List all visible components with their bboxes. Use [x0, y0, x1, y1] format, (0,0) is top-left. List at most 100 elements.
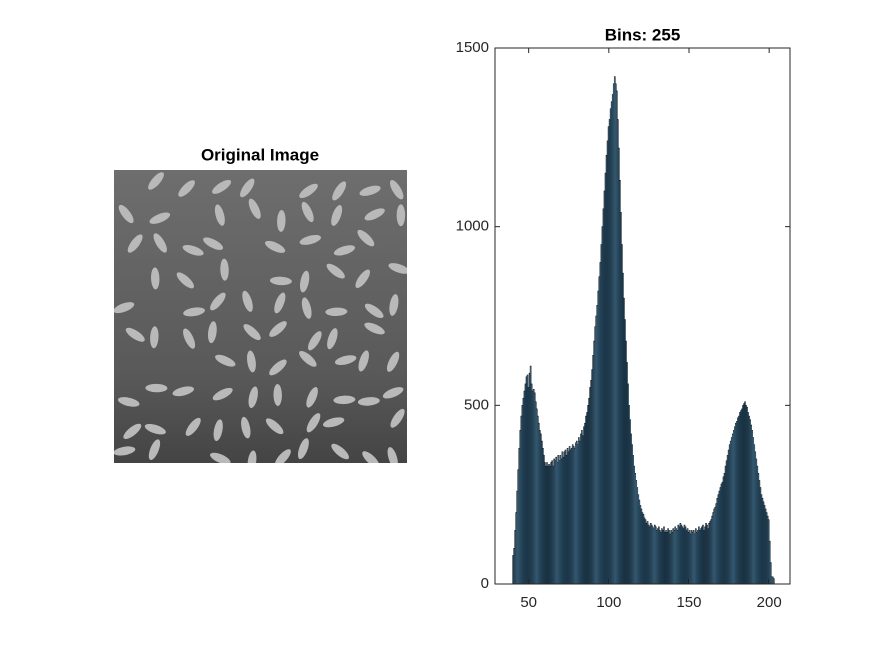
- rice-grain: [357, 397, 380, 406]
- rice-grain: [274, 449, 291, 463]
- rice-grain: [114, 302, 135, 314]
- rice-grain: [203, 237, 224, 250]
- rice-grain: [358, 350, 369, 372]
- rice-grain: [117, 397, 140, 407]
- rice-grain: [274, 292, 286, 314]
- rice-grain: [210, 452, 231, 463]
- rice-grain: [247, 450, 257, 463]
- rice-grain: [300, 270, 310, 293]
- rice-grain: [153, 233, 167, 253]
- rice-grain: [220, 258, 229, 281]
- rice-grain: [306, 387, 318, 408]
- rice-grain: [301, 201, 314, 223]
- rice-grain: [176, 272, 194, 289]
- rice-grain: [144, 423, 166, 435]
- x-tick-label: 50: [520, 594, 537, 611]
- rice-grain: [389, 294, 399, 316]
- rice-grain: [123, 423, 142, 440]
- rice-grain: [264, 240, 286, 253]
- rice-grain: [387, 447, 398, 463]
- histogram-bars: [512, 76, 775, 585]
- ticks: 0 500 1000 1500 50 100 150 200: [456, 39, 790, 611]
- rice-grain: [247, 350, 256, 373]
- rice-grain: [326, 263, 345, 279]
- rice-grain: [178, 180, 195, 197]
- rice-grain: [382, 387, 404, 399]
- x-tick-label: 150: [676, 594, 701, 611]
- rice-grain: [240, 178, 255, 198]
- rice-grain: [307, 331, 322, 351]
- rice-grain: [212, 387, 233, 401]
- rice-grain: [213, 419, 223, 442]
- rice-grain: [334, 355, 357, 366]
- rice-grain: [269, 321, 287, 337]
- rice-grain: [357, 229, 375, 247]
- chart-title: Bins: 255: [605, 25, 681, 44]
- rice-grain: [299, 350, 317, 367]
- rice-grain: [215, 354, 236, 367]
- rice-grain: [386, 351, 400, 372]
- rice-grain: [364, 303, 384, 319]
- rice-grain: [241, 416, 251, 439]
- rice-grain: [145, 383, 168, 393]
- rice-grain: [299, 183, 318, 199]
- rice-grain: [299, 234, 321, 245]
- rice-grain: [248, 198, 261, 219]
- rice-grain: [277, 209, 286, 232]
- rice-grain: [182, 244, 204, 256]
- y-tick-label: 0: [481, 575, 489, 592]
- rice-grain: [242, 290, 253, 312]
- rice-grain: [388, 263, 407, 274]
- rice-grain: [364, 322, 385, 335]
- rice-grain: [207, 321, 217, 344]
- rice-grain: [210, 292, 226, 311]
- rice-grain: [265, 418, 284, 435]
- image-title: Original Image: [201, 145, 319, 164]
- rice-grains: [114, 172, 407, 463]
- rice-grain: [248, 386, 258, 409]
- rice-grain: [125, 327, 145, 342]
- rice-grain: [212, 179, 232, 194]
- rice-grain: [325, 307, 348, 317]
- rice-grain: [322, 417, 345, 428]
- rice-grain: [118, 204, 134, 224]
- rice-grain: [333, 395, 356, 405]
- rice-grain: [149, 212, 171, 224]
- rice-grain: [172, 386, 195, 397]
- rice-grain: [183, 328, 196, 349]
- rice-grain: [364, 208, 385, 221]
- rice-grain: [331, 443, 349, 460]
- rice-grain: [151, 267, 160, 290]
- rice-grain: [389, 180, 404, 200]
- rice-grain: [355, 269, 371, 289]
- rice-grain: [301, 297, 312, 319]
- rice-grain: [333, 245, 356, 256]
- rice-grain: [148, 172, 164, 190]
- rice-grain: [127, 234, 143, 253]
- rice-grain: [362, 451, 380, 463]
- rice-grain: [214, 204, 225, 226]
- rice-grain: [396, 204, 406, 227]
- rice-grain: [114, 446, 136, 456]
- rice-grain: [243, 324, 261, 341]
- image-panel: [114, 170, 407, 463]
- x-tick-label: 200: [757, 594, 782, 611]
- histogram-bar: [773, 578, 775, 585]
- rice-grain: [390, 408, 405, 428]
- rice-grain: [183, 307, 205, 317]
- rice-grain: [185, 417, 201, 436]
- rice-grain: [297, 438, 309, 460]
- y-tick-label: 1000: [456, 218, 489, 235]
- rice-grain: [148, 439, 161, 460]
- rice-grain: [269, 276, 292, 286]
- y-tick-label: 1500: [456, 39, 489, 56]
- rice-grain: [306, 413, 321, 433]
- rice-grain: [332, 181, 347, 201]
- rice-grain: [269, 359, 287, 376]
- rice-grain: [327, 328, 338, 350]
- x-tick-label: 100: [596, 594, 621, 611]
- rice-grain: [359, 185, 381, 196]
- rice-grain: [331, 205, 343, 226]
- y-tick-label: 500: [464, 396, 489, 413]
